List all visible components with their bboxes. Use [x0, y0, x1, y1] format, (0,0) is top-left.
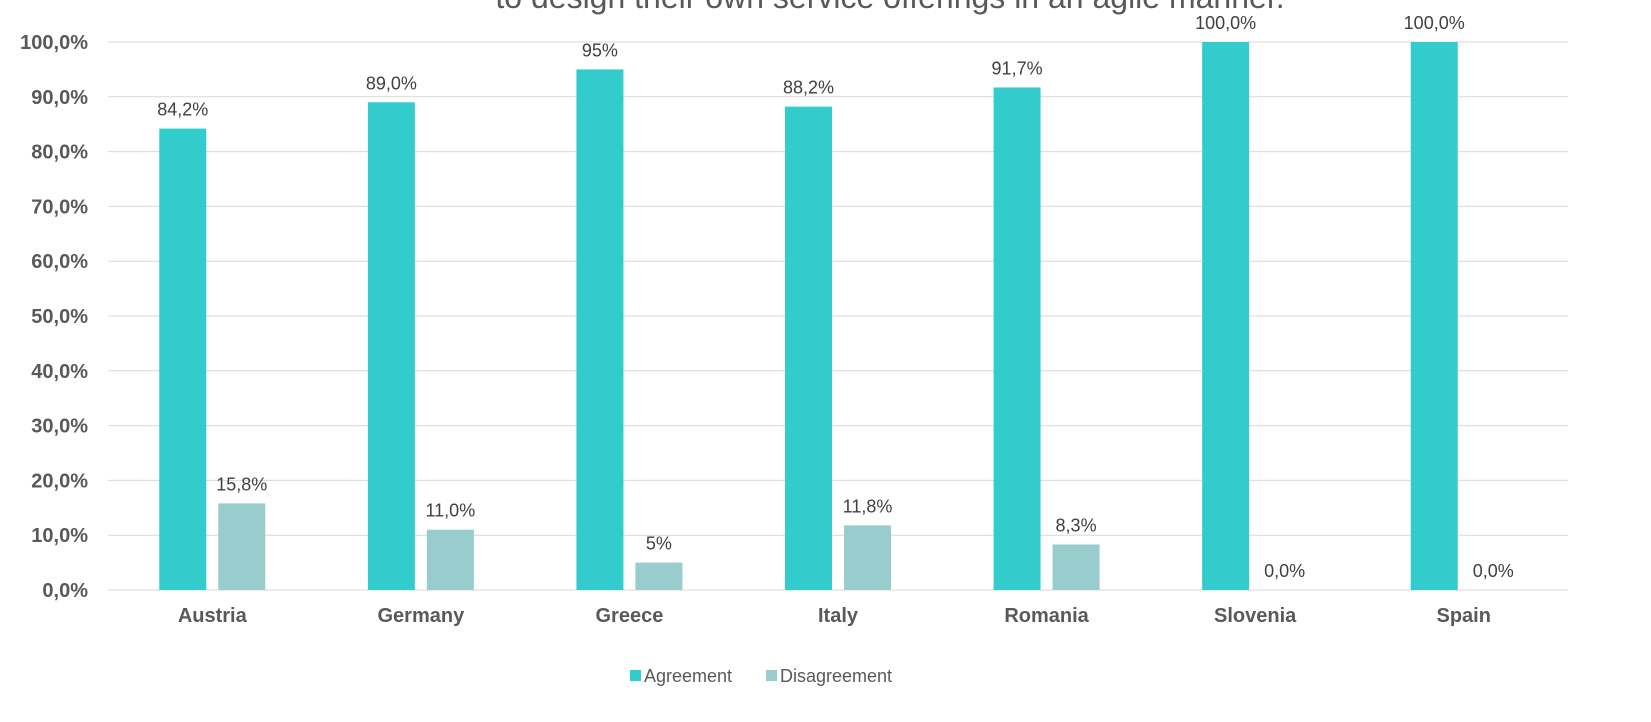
- y-tick-label: 40,0%: [31, 361, 88, 383]
- legend-swatch: [766, 670, 777, 681]
- x-tick-label: Italy: [818, 605, 859, 627]
- x-tick-label: Greece: [596, 605, 664, 627]
- bar-agreement: [576, 69, 624, 590]
- y-tick-label: 20,0%: [31, 470, 88, 492]
- x-tick-label: Slovenia: [1214, 605, 1297, 627]
- legend-label: Disagreement: [780, 666, 892, 686]
- y-tick-label: 80,0%: [31, 142, 88, 164]
- bar-agreement: [1410, 42, 1458, 590]
- bar-disagreement: [218, 503, 266, 590]
- bar-disagreement: [1052, 544, 1100, 590]
- y-tick-label: 10,0%: [31, 525, 88, 547]
- bar-agreement: [785, 106, 832, 590]
- data-label: 100,0%: [1195, 13, 1256, 33]
- y-tick-label: 60,0%: [31, 251, 88, 273]
- y-tick-label: 0,0%: [42, 580, 88, 602]
- legend-swatch: [630, 670, 641, 681]
- data-label: 0,0%: [1473, 561, 1514, 581]
- x-tick-label: Germany: [377, 605, 465, 627]
- data-label: 95%: [582, 40, 618, 60]
- data-label: 8,3%: [1056, 516, 1097, 536]
- gridlines: [108, 41, 1568, 591]
- y-axis-ticks: 0,0% 10,0% 20,0% 30,0% 40,0% 50,0% 60,0% 70,0% 8…: [20, 32, 88, 602]
- x-tick-label: Romania: [1004, 605, 1089, 627]
- data-label: 91,7%: [992, 58, 1043, 78]
- bar-disagreement: [426, 529, 474, 590]
- bar-agreement: [993, 87, 1041, 590]
- bar-agreement: [159, 128, 207, 591]
- bar-disagreement: [844, 525, 891, 590]
- data-label: 89,0%: [366, 73, 417, 93]
- chart-title: to design their own service offerings in…: [495, 0, 1284, 15]
- y-tick-label: 30,0%: [31, 416, 88, 438]
- data-label: 11,8%: [843, 496, 893, 516]
- y-tick-label: 70,0%: [31, 196, 88, 218]
- bar-agreement: [367, 102, 415, 590]
- y-tick-label: 90,0%: [31, 87, 88, 109]
- legend-label: Agreement: [644, 666, 732, 686]
- data-labels: 84,2% 15,8% 89,0% 11,0% 95% 5% 88,2% 11,8% 91,7%…: [157, 13, 1513, 581]
- bar-disagreement: [635, 562, 683, 590]
- legend: Agreement Disagreement: [630, 666, 892, 686]
- data-label: 84,2%: [157, 100, 208, 120]
- x-tick-label: Spain: [1436, 605, 1490, 627]
- y-tick-label: 100,0%: [20, 32, 88, 54]
- data-label: 0,0%: [1264, 561, 1305, 581]
- x-axis-ticks: Austria Germany Greece Italy Romania Slovenia…: [178, 605, 1491, 627]
- data-label: 5%: [646, 534, 672, 554]
- data-label: 11,0%: [426, 501, 476, 521]
- data-label: 15,8%: [216, 474, 267, 494]
- x-tick-label: Austria: [178, 605, 248, 627]
- y-tick-label: 50,0%: [31, 306, 88, 328]
- data-label: 100,0%: [1404, 13, 1465, 33]
- bar-agreement: [1202, 42, 1250, 590]
- data-label: 88,2%: [783, 78, 834, 98]
- bars: [159, 42, 1458, 591]
